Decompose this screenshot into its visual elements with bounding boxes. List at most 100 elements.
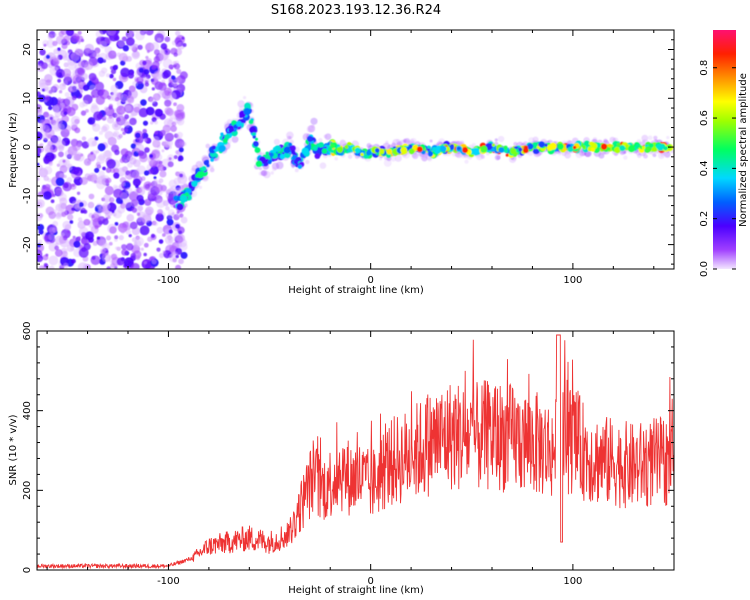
snr-xlabel: Height of straight line (km) xyxy=(288,585,424,596)
spectrogram-noise-blob xyxy=(63,62,69,68)
spectrogram-signal-blob xyxy=(480,145,488,153)
snr-ticks: -100 0 100 0 200 400 600 xyxy=(22,321,674,587)
colorbar-tick-label: 0.4 xyxy=(699,160,710,176)
spectrogram-noise-blob xyxy=(180,251,188,259)
spectrogram-noise-blob xyxy=(168,157,172,161)
spectrogram-signal-blob xyxy=(211,145,216,150)
spectrogram-signal-blob xyxy=(240,118,245,123)
spectrogram-halo-blob xyxy=(495,153,501,159)
spectrogram-noise-blob xyxy=(55,177,65,187)
colorbar: 0.0 0.2 0.4 0.6 0.8 Normalized spectral ampl… xyxy=(699,30,749,277)
spectrogram-noise-blob xyxy=(123,128,129,133)
spectrogram-signal-blob xyxy=(336,146,344,153)
spectrogram-noise-blob xyxy=(46,39,55,48)
spectrogram-noise-blob xyxy=(140,247,144,251)
spectrogram-noise-blob xyxy=(107,215,111,220)
spectrogram-noise-blob xyxy=(47,33,54,40)
spectrogram-noise-blob xyxy=(112,132,118,137)
spectrogram-noise-blob xyxy=(88,80,92,84)
spectrogram-noise-blob xyxy=(77,60,85,68)
spectrogram-noise-blob xyxy=(129,117,137,126)
spectrogram-signal-blob xyxy=(567,146,573,152)
spectrogram-noise-blob xyxy=(161,149,165,153)
spectrogram-noise-blob xyxy=(123,257,134,268)
snr-ytick-label: 0 xyxy=(22,567,33,573)
spectrogram-xlabel: Height of straight line (km) xyxy=(288,285,424,296)
spectrogram-noise-blob xyxy=(53,48,59,55)
spectrogram-noise-blob xyxy=(145,30,154,36)
spectrogram-noise-blob xyxy=(146,50,150,54)
spectrogram-noise-blob xyxy=(154,108,164,118)
spectrogram-signal-blob xyxy=(635,143,640,148)
snr-ylabel: SNR (10 * v/v) xyxy=(8,414,19,485)
spectrogram-noise-blob xyxy=(165,190,169,194)
spectrogram-halo-blob xyxy=(306,125,314,133)
spectrogram-noise-blob xyxy=(44,144,54,153)
spectrogram-noise-blob xyxy=(72,142,81,151)
spectrogram-signal-blob xyxy=(498,147,505,153)
spectrogram-noise-blob xyxy=(123,121,131,128)
spectrogram-noise-blob xyxy=(150,233,156,239)
spectrogram-noise-blob xyxy=(130,143,137,149)
spectrogram-noise-blob xyxy=(37,191,44,198)
spectrogram-signal-blob xyxy=(354,147,361,154)
spectrogram-noise-blob xyxy=(171,121,177,127)
spectrogram-noise-blob xyxy=(143,242,149,248)
spectrogram-noise-blob xyxy=(119,93,129,103)
spectrogram-signal-blob xyxy=(228,127,234,133)
spectrogram-halo-blob xyxy=(319,162,327,169)
spectrogram-noise-blob xyxy=(165,206,170,211)
spectrogram-noise-blob xyxy=(176,233,186,243)
spectrogram-noise-blob xyxy=(105,73,110,78)
spectrogram-noise-blob xyxy=(75,47,79,52)
snr-panel: -100 0 100 0 200 400 600 Height of straight li… xyxy=(8,321,675,596)
spectrogram-noise-blob xyxy=(157,37,162,42)
spectrogram-noise-blob xyxy=(91,103,98,110)
spectrogram-noise-blob xyxy=(79,177,88,185)
spectrogram-noise-blob xyxy=(130,262,140,269)
spectrogram-noise-blob xyxy=(110,84,119,93)
spectrogram-noise-blob xyxy=(140,99,147,106)
spectrogram-halo-blob xyxy=(310,117,318,125)
spectrogram-signal-blob xyxy=(344,144,349,150)
spectrogram-noise-blob xyxy=(62,181,72,192)
spectrogram-halo-blob xyxy=(657,152,665,160)
spectrogram-halo-blob xyxy=(459,140,465,145)
spectrogram-signal-blob xyxy=(201,165,207,172)
spectrogram-signal-blob xyxy=(581,144,586,149)
spectrogram-noise-blob xyxy=(60,232,65,237)
spectrogram-noise-blob xyxy=(152,136,160,143)
spectrogram-signal-blob xyxy=(590,142,598,150)
spectrogram-ytick-label: 20 xyxy=(22,43,33,56)
spectrogram-noise-blob xyxy=(114,96,120,102)
spectrogram-signal-blob xyxy=(306,135,314,143)
spectrogram-halo-blob xyxy=(427,156,433,162)
spectrogram-noise-blob xyxy=(49,265,55,269)
spectrogram-noise-blob xyxy=(97,143,106,152)
spectrogram-noise-blob xyxy=(144,82,150,87)
spectrogram-noise-blob xyxy=(121,166,127,172)
spectrogram-noise-blob xyxy=(105,179,110,184)
spectrogram-noise-blob xyxy=(50,199,55,204)
spectrogram-noise-blob xyxy=(72,74,83,85)
spectrogram-halo-blob xyxy=(565,151,570,156)
spectrogram-noise-blob xyxy=(114,149,120,156)
spectrogram-noise-blob xyxy=(55,203,63,212)
spectrogram-signal-blob xyxy=(440,145,447,152)
spectrogram-noise-blob xyxy=(67,213,74,221)
spectrogram-noise-blob xyxy=(90,255,101,266)
spectrogram-noise-blob xyxy=(124,159,128,163)
spectrogram-noise-blob xyxy=(109,226,117,234)
spectrogram-noise-blob xyxy=(145,55,149,60)
spectrogram-noise-blob xyxy=(37,106,43,116)
spectrogram-halo-blob xyxy=(165,192,173,200)
spectrogram-noise-blob xyxy=(142,128,147,134)
spectrogram-noise-blob xyxy=(87,201,95,209)
spectrogram-noise-blob xyxy=(126,243,134,251)
snr-xtick-label: 0 xyxy=(367,576,373,587)
spectrogram-signal-blob xyxy=(607,147,611,151)
spectrogram-noise-blob xyxy=(98,130,104,135)
spectrogram-halo-blob xyxy=(258,167,263,171)
snr-series-line xyxy=(37,334,674,570)
spectrogram-noise-blob xyxy=(71,258,76,264)
